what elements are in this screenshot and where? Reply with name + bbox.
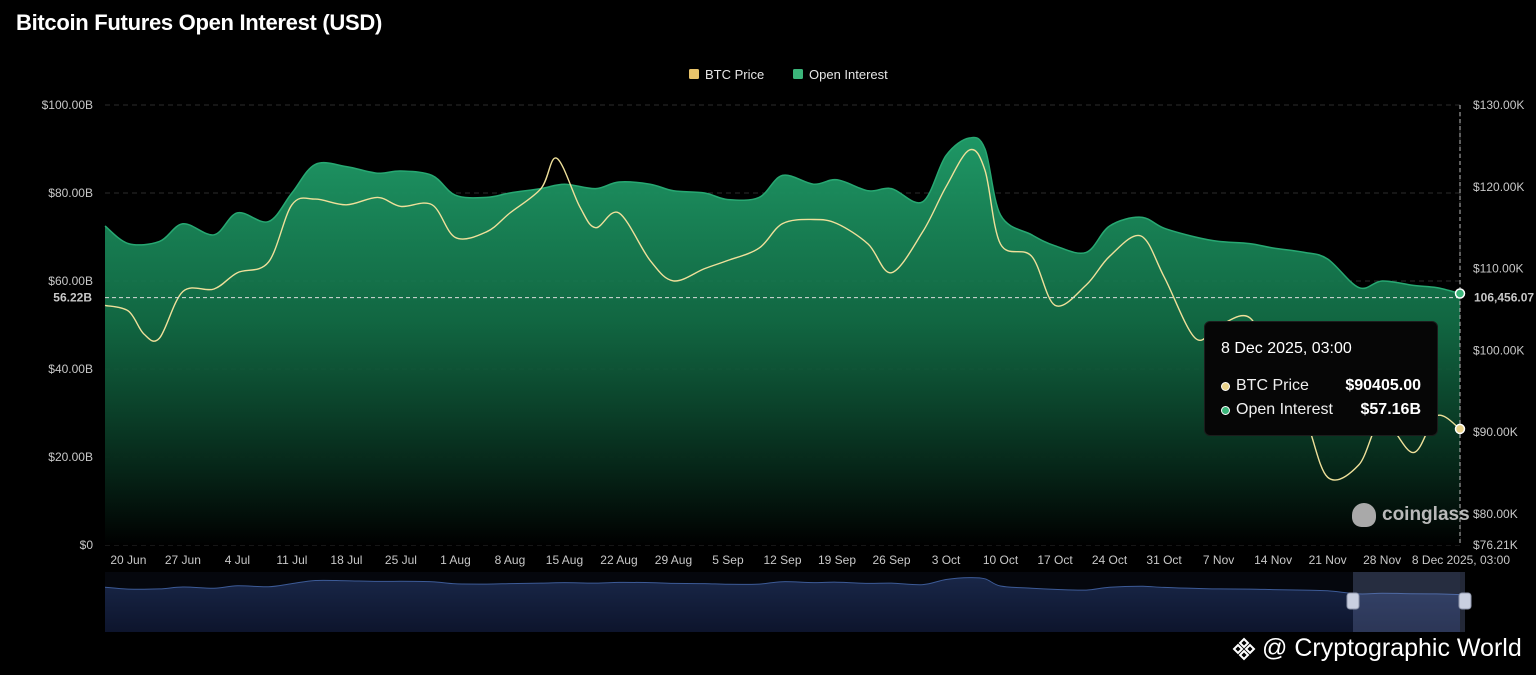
right-axis-tick-label: $80.00K — [1473, 507, 1518, 521]
coinglass-icon — [1352, 503, 1376, 527]
x-axis-tick-label: 25 Jul — [385, 553, 417, 567]
btc-price-marker — [1454, 423, 1466, 435]
x-axis-tick-label: 14 Nov — [1254, 553, 1292, 567]
binance-diamond-icon — [1232, 637, 1256, 660]
x-axis-tick-label: 12 Sep — [763, 553, 801, 567]
crosshair: 56.22B 106,456.07 8 Dec 2025, 03:00 — [53, 105, 1534, 567]
open-interest-area-fill — [105, 137, 1460, 545]
navigator-selection[interactable] — [1353, 572, 1465, 632]
tooltip: 8 Dec 2025, 03:00 BTC Price $90405.00 Op… — [1204, 321, 1438, 436]
x-axis-tick-label: 31 Oct — [1146, 553, 1182, 567]
right-axis-tick-label: $100.00K — [1473, 343, 1524, 357]
right-axis-tick-label: $120.00K — [1473, 180, 1524, 194]
navigator-left-handle[interactable] — [1346, 592, 1360, 610]
left-axis-tick-label: $40.00B — [48, 362, 93, 376]
crosshair-x-label: 8 Dec 2025, 03:00 — [1412, 553, 1510, 567]
legend-swatch — [689, 69, 699, 79]
tooltip-date: 8 Dec 2025, 03:00 — [1221, 340, 1352, 357]
x-axis-tick-label: 3 Oct — [932, 553, 961, 567]
navigator-area — [105, 577, 1460, 632]
left-axis: $0 $20.00B $40.00B $60.00B $80.00B $100.00B — [42, 98, 94, 552]
legend-label: Open Interest — [809, 67, 888, 82]
tooltip-label: BTC Price — [1236, 377, 1309, 394]
crosshair-left-label: 56.22B — [53, 291, 92, 305]
x-axis-tick-label: 7 Nov — [1203, 553, 1234, 567]
x-axis-tick-label: 11 Jul — [276, 553, 307, 567]
x-axis-tick-label: 22 Aug — [600, 553, 637, 567]
page-title: Bitcoin Futures Open Interest (USD) — [16, 10, 382, 35]
crosshair-right-label: 106,456.07 — [1474, 291, 1534, 305]
x-axis-tick-label: 1 Aug — [440, 553, 471, 567]
x-axis-tick-label: 20 Jun — [110, 553, 146, 567]
x-axis-tick-label: 15 Aug — [546, 553, 583, 567]
brand-text: coinglass — [1382, 504, 1470, 525]
x-axis-tick-label: 5 Sep — [712, 553, 744, 567]
left-axis-tick-label: $80.00B — [48, 186, 93, 200]
left-axis-tick-label: $0 — [80, 538, 94, 552]
left-axis-tick-label: $100.00B — [42, 98, 93, 112]
x-axis-tick-label: 19 Sep — [818, 553, 856, 567]
right-axis-tick-label: $110.00K — [1473, 262, 1524, 276]
x-axis-tick-label: 27 Jun — [165, 553, 201, 567]
tooltip-value: $57.16B — [1360, 401, 1422, 418]
left-axis-tick-label: $20.00B — [48, 450, 93, 464]
tooltip-row-open-interest: Open Interest $57.16B — [1221, 398, 1421, 422]
x-axis-tick-label: 18 Jul — [330, 553, 362, 567]
x-axis-tick-label: 24 Oct — [1092, 553, 1128, 567]
right-axis-tick-label: $90.00K — [1473, 425, 1518, 439]
right-axis-tick-label: $130.00K — [1473, 98, 1524, 112]
legend-swatch — [793, 69, 803, 79]
tooltip-value: $90405.00 — [1345, 377, 1421, 394]
x-axis-tick-label: 26 Sep — [872, 553, 910, 567]
x-axis-tick-label: 29 Aug — [655, 553, 692, 567]
open-interest-line — [104, 136, 1461, 295]
right-axis: $76.21K $80.00K $90.00K $100.00K $110.00K $12… — [1473, 98, 1524, 552]
open-interest-area — [104, 136, 1461, 545]
brand-logo: coinglass — [1352, 503, 1470, 527]
x-axis-tick-label: 17 Oct — [1037, 553, 1073, 567]
btc-price-dot-icon — [1221, 381, 1230, 391]
open-interest-dot-icon — [1221, 405, 1230, 415]
tooltip-row-btc-price: BTC Price $90405.00 — [1221, 374, 1421, 398]
legend: BTC Price Open Interest — [689, 67, 888, 82]
legend-label: BTC Price — [705, 67, 764, 82]
right-axis-tick-label: $76.21K — [1473, 538, 1518, 552]
watermark: @ Cryptographic World — [1232, 634, 1522, 663]
navigator-line — [104, 577, 1461, 596]
x-axis-tick-label: 4 Jul — [225, 553, 250, 567]
tooltip-label: Open Interest — [1236, 401, 1333, 418]
x-axis-tick-label: 21 Nov — [1309, 553, 1347, 567]
x-axis-tick-label: 10 Oct — [983, 553, 1019, 567]
open-interest-marker — [1454, 288, 1466, 299]
navigator[interactable] — [104, 572, 1472, 632]
x-axis: 20 Jun 27 Jun 4 Jul 11 Jul 18 Jul 25 Jul 1 Aug… — [110, 553, 1401, 567]
navigator-right-handle[interactable] — [1458, 592, 1472, 610]
watermark-text: @ Cryptographic World — [1262, 634, 1522, 662]
x-axis-tick-label: 28 Nov — [1363, 553, 1401, 567]
x-axis-tick-label: 8 Aug — [495, 553, 526, 567]
left-axis-tick-label: $60.00B — [48, 274, 93, 288]
